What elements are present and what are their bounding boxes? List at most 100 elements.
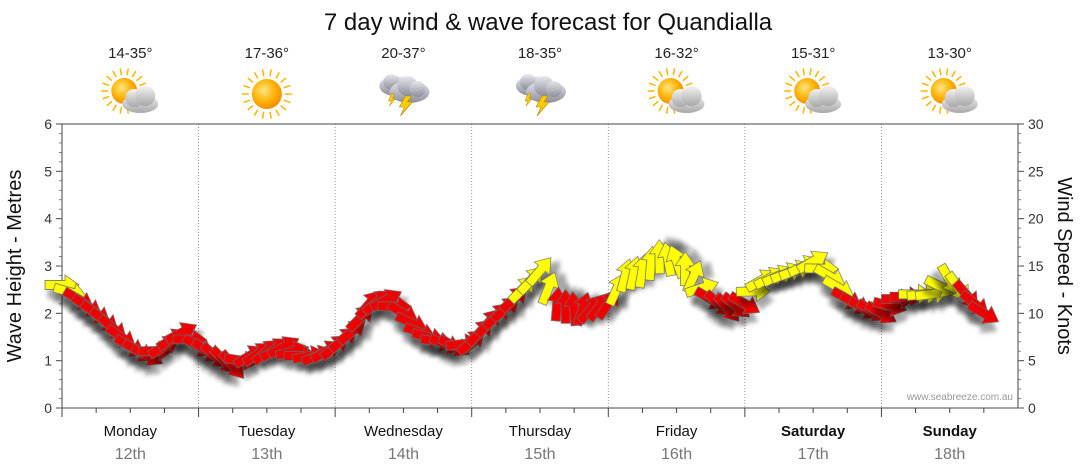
right-axis: 0 5 10 15 20 25 30 xyxy=(1018,116,1044,416)
sun-ray xyxy=(280,104,287,111)
sun-ray xyxy=(126,68,130,76)
left-tick-label: 3 xyxy=(44,258,52,274)
sun-ray xyxy=(789,75,796,82)
wind-arrow xyxy=(795,250,829,275)
sun-ray xyxy=(925,100,932,107)
sun-ray xyxy=(802,106,806,114)
sun-ray xyxy=(938,68,942,76)
right-tick-label: 20 xyxy=(1028,211,1044,227)
sun-ray xyxy=(131,70,137,78)
lightning-bolt xyxy=(398,95,414,117)
sunny-icon xyxy=(241,69,292,119)
left-tick-label: 0 xyxy=(44,400,52,416)
sun-ray xyxy=(821,82,830,87)
sun-ray xyxy=(243,84,251,89)
day-date-friday: 16th xyxy=(661,446,692,463)
sun-ray xyxy=(814,70,820,78)
sun-ray xyxy=(106,75,113,82)
sun-ray xyxy=(931,70,937,78)
sun-ray xyxy=(921,95,929,100)
temp-friday: 16-32° xyxy=(654,45,698,62)
grid xyxy=(61,124,985,417)
sun-ray xyxy=(925,75,932,82)
sun-ray xyxy=(283,84,291,89)
sun-ray xyxy=(247,77,254,84)
sun-ray xyxy=(652,100,659,107)
right-tick-label: 15 xyxy=(1028,258,1044,274)
cloud-shape xyxy=(805,86,842,113)
cloud-part xyxy=(818,86,839,106)
chart-title: 7 day wind & wave forecast for Quandiall… xyxy=(324,9,773,36)
sun-ray xyxy=(648,82,656,87)
sun-ray xyxy=(247,104,254,111)
right-tick-label: 10 xyxy=(1028,305,1044,321)
right-tick-label: 0 xyxy=(1028,400,1036,416)
thunderstorm-icon xyxy=(379,74,430,117)
wind-arrows xyxy=(44,239,1000,379)
partly-cloudy-icon xyxy=(101,68,159,114)
sun-ray xyxy=(112,104,117,112)
day-name-wednesday: Wednesday xyxy=(364,423,443,440)
day-date-sunday: 18th xyxy=(934,446,965,463)
sun-ray xyxy=(253,71,259,79)
sun-ray xyxy=(921,82,929,87)
sun-ray xyxy=(102,95,110,100)
sun-ray xyxy=(253,109,259,117)
sun-ray xyxy=(958,82,966,87)
day-name-thursday: Thursday xyxy=(509,423,572,440)
cloud-part xyxy=(681,86,702,106)
temp-saturday: 15-31° xyxy=(791,45,835,62)
temperature-row: 14-35° 17-36° 20-37° 18-35° 16-32° 15-31° 13-3… xyxy=(108,45,972,62)
sun-ray xyxy=(261,69,265,77)
sun-ray xyxy=(672,68,676,76)
storm-cloud xyxy=(516,74,566,103)
sun-ray xyxy=(658,104,664,112)
sun-ray xyxy=(955,75,962,82)
sun-ray xyxy=(938,106,942,114)
left-tick-label: 2 xyxy=(44,305,52,321)
lightning-bolt xyxy=(524,93,533,107)
day-date-saturday: 17th xyxy=(798,446,829,463)
lightning-bolt xyxy=(388,93,396,107)
sun-ray xyxy=(119,106,123,114)
sun-ray xyxy=(665,106,669,114)
wind-arrow xyxy=(863,300,897,324)
cloud-shape xyxy=(941,86,978,113)
sun-ray xyxy=(106,100,113,107)
storm-cloud xyxy=(379,74,430,103)
day-name-friday: Friday xyxy=(656,423,698,440)
sun-ray xyxy=(269,111,272,119)
day-date-monday: 12th xyxy=(115,446,146,463)
wind-arrow xyxy=(727,291,761,315)
cloud-shape xyxy=(122,86,159,113)
sun-ray xyxy=(945,68,949,76)
left-axis: 0 1 2 3 4 5 6 xyxy=(44,116,62,416)
wind-arrow xyxy=(525,257,552,288)
sun-ray xyxy=(261,111,265,119)
day-name-tuesday: Tuesday xyxy=(238,423,295,440)
cloud-part xyxy=(409,81,426,97)
wind-arrow xyxy=(537,271,560,306)
sun-ray xyxy=(112,70,117,78)
watermark: www.seabreeze.com.au xyxy=(906,392,1013,403)
temp-monday: 14-35° xyxy=(108,45,152,62)
wind-arrow xyxy=(966,300,1000,324)
sun-ray xyxy=(275,71,281,79)
right-tick-label: 25 xyxy=(1028,163,1044,179)
day-name-saturday: Saturday xyxy=(781,423,846,440)
sun-ray xyxy=(275,109,281,117)
cloud-part xyxy=(546,81,562,97)
temp-thursday: 18-35° xyxy=(518,45,562,62)
sun-ray xyxy=(658,70,664,78)
sun-ray xyxy=(802,68,806,76)
lightning-bolt xyxy=(535,95,550,117)
sun-ray xyxy=(682,75,689,82)
sun-ray xyxy=(139,82,147,87)
sun-ray xyxy=(652,75,659,82)
sun-ray xyxy=(809,68,812,76)
sun-disc xyxy=(251,79,282,109)
right-axis-title: Wind Speed - Knots xyxy=(1053,177,1075,355)
sun-ray xyxy=(269,69,272,77)
cloud-part xyxy=(135,86,156,106)
